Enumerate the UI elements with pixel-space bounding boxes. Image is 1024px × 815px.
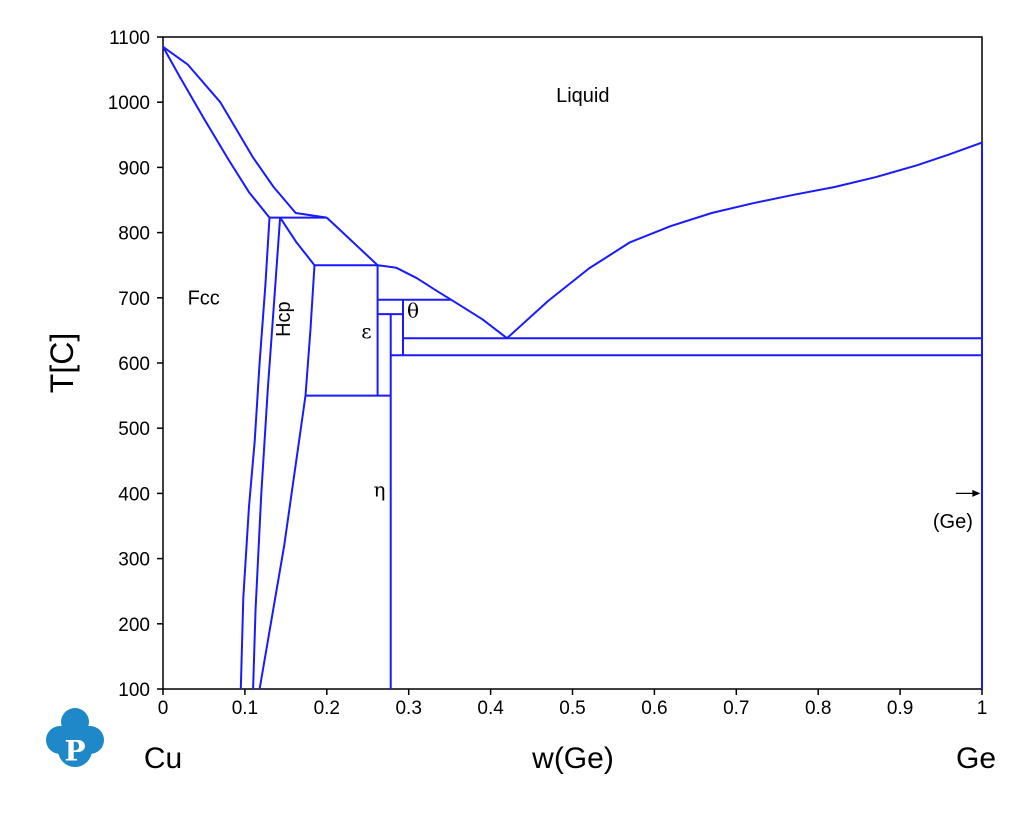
- plot-frame: [162, 36, 983, 690]
- x-tick-label: 0.1: [232, 698, 258, 719]
- region-label: θ: [407, 298, 419, 322]
- x-tick-label: 0.2: [314, 698, 340, 719]
- phase-boundary-line: [162, 45, 327, 219]
- x-tick-label: 0.3: [395, 698, 421, 719]
- y-tick-label: 900: [118, 158, 150, 179]
- phase-boundary-line: [304, 265, 316, 396]
- phase-boundary-line: [162, 46, 271, 219]
- region-label: (Ge): [933, 511, 973, 533]
- phase-boundary-line: [258, 395, 307, 690]
- x-tick-label: 0: [158, 698, 169, 719]
- y-tick-label: 400: [118, 484, 150, 505]
- phase-boundaries: [162, 45, 983, 690]
- phase-boundary-line: [239, 217, 271, 690]
- x-tick-label: 0.6: [641, 698, 667, 719]
- arrow-head-icon: [972, 489, 981, 497]
- y-tick-label: 1000: [108, 93, 150, 114]
- region-label: Fcc: [188, 287, 220, 309]
- phase-boundary-line: [252, 217, 282, 690]
- left-component-label: Cu: [144, 742, 182, 775]
- y-tick-label: 600: [118, 354, 150, 375]
- y-tick-label: 300: [118, 550, 150, 571]
- y-tick-label: 200: [118, 615, 150, 636]
- x-axis: 0 0.1 0.2 0.3 0.4 0.5 0.6 0.7 0.8 0.9 1: [158, 689, 988, 719]
- region-label: Liquid: [556, 85, 609, 107]
- x-axis-title: w(Ge): [531, 742, 614, 775]
- x-tick-label: 0.5: [559, 698, 585, 719]
- annotations: [955, 489, 981, 497]
- plot-border: [162, 36, 983, 690]
- logo-letter: P: [64, 735, 85, 768]
- phase-boundary-line: [450, 298, 508, 339]
- y-axis-title: T[C]: [44, 333, 80, 393]
- x-tick-label: 0.9: [887, 698, 913, 719]
- y-axis: 100 200 300 400 500 600 700 800 900 1000 1100: [108, 28, 163, 701]
- region-label: η: [373, 478, 385, 502]
- y-tick-label: 1100: [109, 28, 150, 49]
- x-tick-label: 0.4: [477, 698, 504, 719]
- phase-boundary-line: [377, 264, 452, 301]
- pandat-logo-icon: P: [46, 708, 104, 768]
- x-tick-label: 0.7: [723, 698, 749, 719]
- phase-boundary-line: [279, 217, 316, 266]
- y-tick-label: 500: [118, 419, 150, 440]
- right-component-label: Ge: [956, 742, 996, 775]
- region-labels: Liquid Fcc Hcp ε θ η (Ge): [188, 85, 973, 533]
- x-tick-label: 0.8: [805, 698, 831, 719]
- region-label: Hcp: [273, 301, 295, 337]
- region-label: ε: [361, 319, 371, 343]
- y-tick-label: 800: [118, 224, 150, 245]
- phase-boundary-line: [506, 141, 983, 339]
- y-tick-label: 100: [118, 680, 150, 701]
- phase-boundary-line: [326, 216, 379, 266]
- y-tick-label: 700: [118, 289, 150, 310]
- x-tick-label: 1: [977, 698, 988, 719]
